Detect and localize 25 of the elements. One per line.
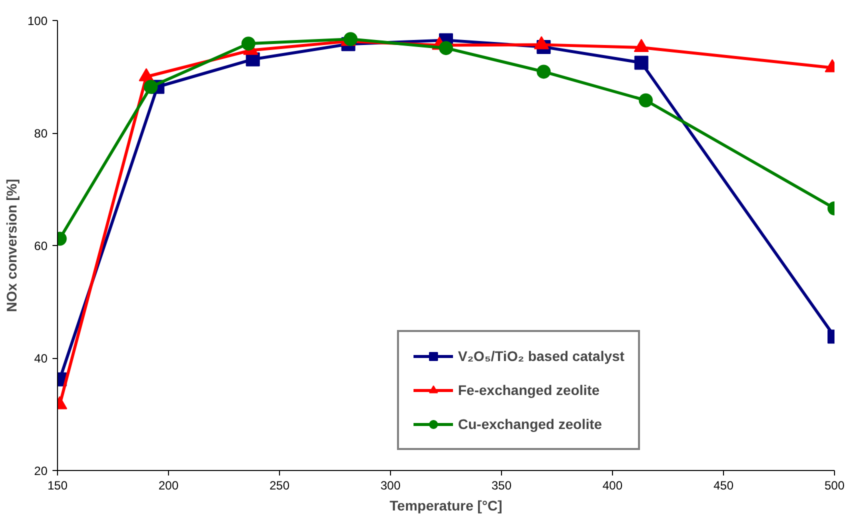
y-tick-label: 100: [27, 14, 48, 28]
legend-label: Fe-exchanged zeolite: [458, 382, 600, 398]
y-tick-label: 20: [34, 464, 48, 478]
point: [241, 36, 256, 51]
x-tick-label: 500: [824, 478, 845, 492]
x-tick-label: 350: [491, 478, 512, 492]
x-axis-title: Temperature [°C]: [390, 498, 502, 514]
y-tick-label: 80: [34, 126, 48, 140]
y-tick-label: 60: [34, 239, 48, 253]
x-tick-label: 200: [158, 478, 179, 492]
point: [634, 56, 648, 70]
point: [344, 32, 358, 46]
x-tick-label: 400: [602, 478, 623, 492]
legend-label: V₂O₅/TiO₂ based catalyst: [458, 348, 624, 364]
y-tick-label: 40: [34, 352, 48, 366]
point: [439, 41, 453, 56]
point: [144, 80, 158, 94]
y-axis-title: NOx conversion [%]: [3, 178, 20, 312]
x-tick-label: 250: [269, 478, 290, 492]
point: [536, 64, 551, 79]
x-tick-label: 450: [713, 478, 734, 492]
legend-label: Cu-exchanged zeolite: [458, 416, 602, 432]
x-tick-label: 300: [380, 478, 401, 492]
point: [638, 93, 653, 108]
x-tick-label: 150: [47, 478, 68, 492]
